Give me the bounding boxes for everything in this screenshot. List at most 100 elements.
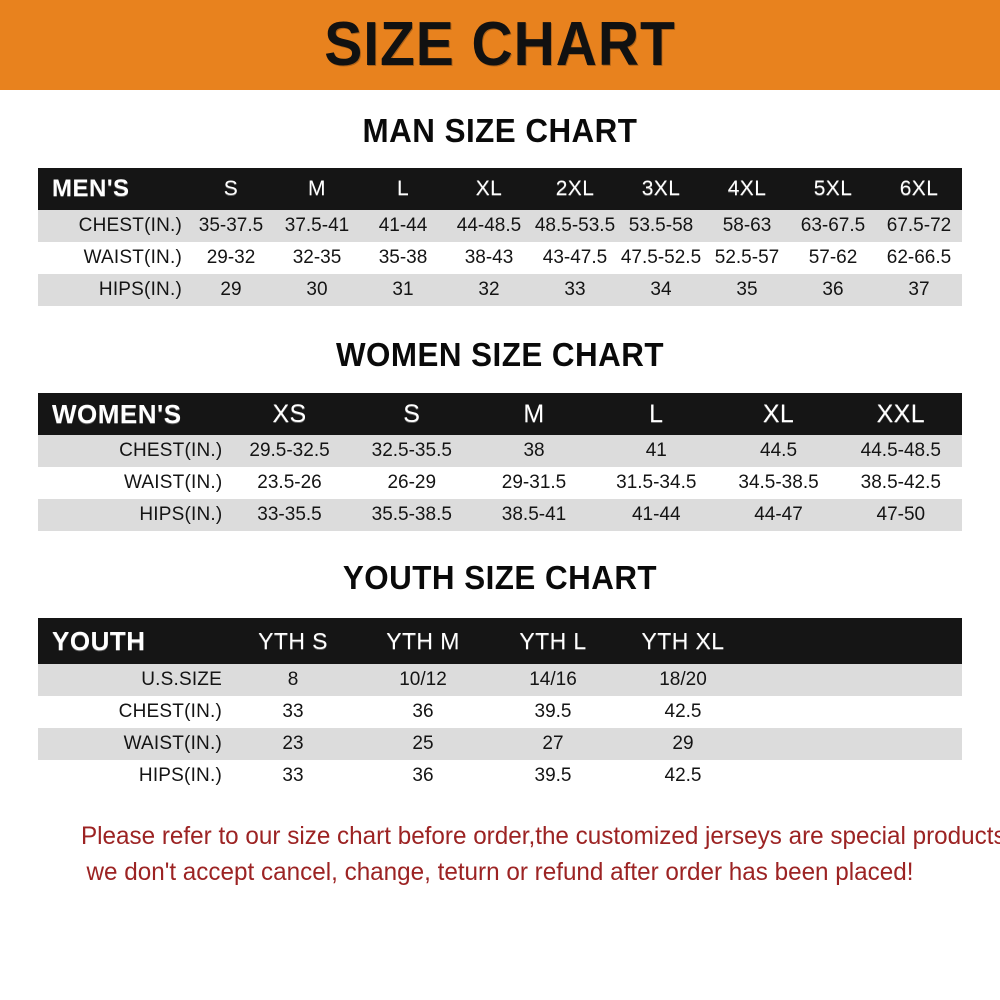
youth-section-title: YOUTH SIZE CHART <box>342 559 658 596</box>
table-cell: 44.5 <box>760 440 798 461</box>
table-cell: 38.5-42.5 <box>860 472 941 493</box>
man-corner-label: MEN'S <box>52 175 130 202</box>
page-banner: SIZE CHART <box>0 0 1000 90</box>
table-cell: 44.5-48.5 <box>860 440 941 461</box>
table-cell: 44-48.5 <box>456 215 522 236</box>
table-cell: 29-31.5 <box>501 472 567 493</box>
youth-col-header: YTH L <box>519 627 587 654</box>
table-cell: 29-32 <box>206 247 256 268</box>
man-col-header: 6XL <box>899 177 939 200</box>
women-corner-label: WOMEN'S <box>52 398 182 429</box>
table-row: U.S.SIZE 8 10/12 14/16 18/20 <box>38 664 962 696</box>
youth-size-section: YOUTH SIZE CHART YOUTH YTH S YTH M YTH L… <box>38 561 962 792</box>
youth-col-header: YTH XL <box>641 627 725 654</box>
man-col-header: S <box>223 177 239 200</box>
table-row: WAIST(IN.) 29-32 32-35 35-38 38-43 43-47… <box>38 242 962 274</box>
women-col-header: L <box>649 399 664 428</box>
table-row: HIPS(IN.) 29 30 31 32 33 34 35 36 37 <box>38 274 962 306</box>
table-cell: 32.5-35.5 <box>371 440 452 461</box>
table-cell: 29 <box>220 279 242 300</box>
return-policy-note-line2: we don't accept cancel, change, teturn o… <box>86 858 914 886</box>
table-cell: 33 <box>282 765 304 786</box>
table-row: WAIST(IN.) 23 25 27 29 <box>38 728 962 760</box>
table-cell: 36 <box>412 765 434 786</box>
table-cell: 35-37.5 <box>198 215 264 236</box>
table-cell: 30 <box>306 279 328 300</box>
man-col-header: 4XL <box>727 177 767 200</box>
table-cell: 23 <box>282 733 304 754</box>
table-cell: 53.5-58 <box>628 215 694 236</box>
row-label: HIPS(IN.) <box>138 765 222 786</box>
table-cell: 57-62 <box>808 247 858 268</box>
youth-size-table: YOUTH YTH S YTH M YTH L YTH XL U.S.SIZE … <box>38 618 962 792</box>
table-cell: 8 <box>287 669 299 690</box>
women-size-table: WOMEN'S XS S M L XL XXL CHEST(IN.) 29.5-… <box>38 393 962 531</box>
table-cell: 27 <box>542 733 564 754</box>
man-size-section: MAN SIZE CHART MEN'S S M L XL 2XL 3XL 4X… <box>38 114 962 306</box>
table-cell: 58-63 <box>722 215 772 236</box>
table-cell: 37.5-41 <box>284 215 350 236</box>
table-cell: 35 <box>736 279 758 300</box>
table-cell-spacer <box>748 664 962 696</box>
man-table-header-row: MEN'S S M L XL 2XL 3XL 4XL 5XL 6XL <box>38 168 962 210</box>
table-row: CHEST(IN.) 33 36 39.5 42.5 <box>38 696 962 728</box>
youth-header-spacer <box>748 618 962 664</box>
table-cell: 48.5-53.5 <box>534 215 616 236</box>
table-cell: 10/12 <box>399 669 447 690</box>
women-size-section: WOMEN SIZE CHART WOMEN'S XS S M L XL XXL… <box>38 338 962 531</box>
table-cell: 23.5-26 <box>257 472 322 493</box>
table-cell: 35.5-38.5 <box>371 504 452 525</box>
table-cell: 18/20 <box>659 669 707 690</box>
row-label: HIPS(IN.) <box>98 279 182 300</box>
women-col-header: XL <box>762 399 795 428</box>
man-size-table: MEN'S S M L XL 2XL 3XL 4XL 5XL 6XL CHEST… <box>38 168 962 306</box>
table-cell: 41 <box>645 440 667 461</box>
table-cell: 29.5-32.5 <box>249 440 330 461</box>
row-label: WAIST(IN.) <box>83 247 182 268</box>
table-cell: 43-47.5 <box>542 247 608 268</box>
row-label: CHEST(IN.) <box>118 701 222 722</box>
table-cell: 14/16 <box>529 669 577 690</box>
table-cell: 36 <box>822 279 844 300</box>
table-cell: 31.5-34.5 <box>616 472 697 493</box>
table-cell: 52.5-57 <box>714 247 780 268</box>
man-col-header: XL <box>475 177 503 200</box>
row-label: WAIST(IN.) <box>123 733 222 754</box>
youth-col-header: YTH M <box>386 627 460 654</box>
table-cell: 37 <box>908 279 930 300</box>
table-cell: 33-35.5 <box>257 504 322 525</box>
man-col-header: L <box>396 177 410 200</box>
table-cell: 42.5 <box>664 765 702 786</box>
page-title: SIZE CHART <box>324 10 676 79</box>
return-policy-note-line1: Please refer to our size chart before or… <box>80 822 1000 850</box>
return-policy-note: Please refer to our size chart before or… <box>52 818 1000 890</box>
women-col-header: XXL <box>876 399 926 428</box>
row-label: HIPS(IN.) <box>139 504 223 525</box>
table-cell: 38 <box>523 440 545 461</box>
youth-corner-label: YOUTH <box>52 625 146 656</box>
table-row: CHEST(IN.) 35-37.5 37.5-41 41-44 44-48.5… <box>38 210 962 242</box>
man-col-header: M <box>308 177 326 200</box>
row-label: WAIST(IN.) <box>124 472 223 493</box>
man-col-header: 5XL <box>813 177 853 200</box>
table-cell: 33 <box>564 279 586 300</box>
table-cell-spacer <box>748 760 962 792</box>
man-col-header: 3XL <box>641 177 681 200</box>
row-label: CHEST(IN.) <box>119 440 223 461</box>
row-label: CHEST(IN.) <box>78 215 182 236</box>
women-section-title: WOMEN SIZE CHART <box>335 336 665 373</box>
table-cell-spacer <box>748 696 962 728</box>
table-cell: 32 <box>478 279 500 300</box>
table-cell: 32-35 <box>292 247 342 268</box>
table-row: HIPS(IN.) 33-35.5 35.5-38.5 38.5-41 41-4… <box>38 499 962 531</box>
women-col-header: M <box>523 399 545 428</box>
table-row: HIPS(IN.) 33 36 39.5 42.5 <box>38 760 962 792</box>
women-table-header-row: WOMEN'S XS S M L XL XXL <box>38 393 962 435</box>
table-cell: 41-44 <box>378 215 428 236</box>
table-cell: 26-29 <box>387 472 437 493</box>
table-cell: 41-44 <box>631 504 681 525</box>
table-cell: 34.5-38.5 <box>738 472 819 493</box>
man-col-header: 2XL <box>555 177 595 200</box>
table-cell: 31 <box>392 279 414 300</box>
table-cell: 29 <box>672 733 694 754</box>
